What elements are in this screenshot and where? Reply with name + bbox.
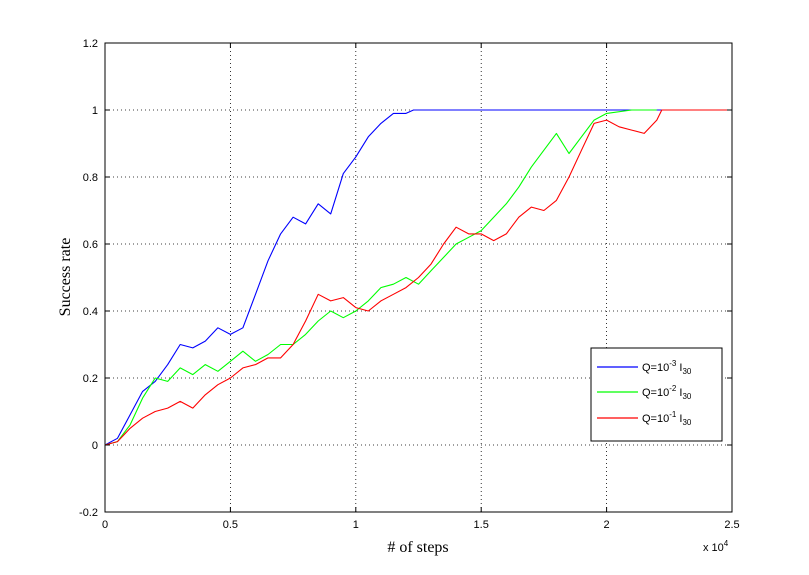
axis-ticks: 0 0.5 1 1.5 2 2.5 -0.2 0 0.2 0.4 0.6 0.8 1 1.2 [79, 38, 740, 531]
legend-subscript: 30 [682, 392, 691, 401]
y-tick-label: 0 [92, 440, 98, 452]
legend-text: I [676, 362, 682, 374]
legend-superscript: -3 [669, 359, 677, 368]
legend-text: I [676, 387, 682, 399]
x-multiplier-exponent: 4 [724, 539, 729, 548]
x-multiplier-label: x 104 [703, 539, 729, 554]
series-line-2 [104, 109, 657, 446]
y-tick-label: 1.2 [83, 38, 98, 50]
grid-lines [105, 43, 732, 512]
x-tick-label: 2.5 [724, 519, 739, 531]
x-tick-label: 2 [604, 519, 610, 531]
y-tick-label: -0.2 [79, 507, 98, 519]
legend-text: Q=10 [642, 387, 669, 399]
y-tick-label: 1 [92, 105, 98, 117]
y-tick-label: 0.6 [83, 239, 98, 251]
x-tick-label: 0.5 [223, 519, 238, 531]
legend-subscript: 30 [682, 367, 691, 376]
legend-text: I [676, 413, 682, 425]
series-line-3 [104, 109, 732, 446]
legend-text: Q=10 [642, 413, 669, 425]
x-multiplier-base: x 10 [703, 542, 724, 554]
x-tick-label: 1 [353, 519, 359, 531]
series-group [104, 109, 732, 446]
legend-label-1: Q=10-3 I30 [642, 359, 692, 376]
x-tick-label: 0 [102, 519, 108, 531]
x-tick-label: 1.5 [474, 519, 489, 531]
legend-label-2: Q=10-2 I30 [642, 384, 692, 401]
legend-text: Q=10 [642, 362, 669, 374]
legend-box [590, 347, 723, 442]
series-line-1 [104, 109, 732, 446]
legend-superscript: -1 [669, 410, 677, 419]
x-axis-label: # of steps [387, 539, 448, 556]
legend-subscript: 30 [682, 418, 691, 427]
legend-label-3: Q=10-1 I30 [642, 410, 692, 427]
y-tick-label: 0.2 [83, 373, 98, 385]
y-axis-label: Success rate [57, 238, 74, 317]
y-tick-label: 0.8 [83, 172, 98, 184]
legend-superscript: -2 [669, 384, 677, 393]
y-tick-label: 0.4 [83, 306, 98, 318]
